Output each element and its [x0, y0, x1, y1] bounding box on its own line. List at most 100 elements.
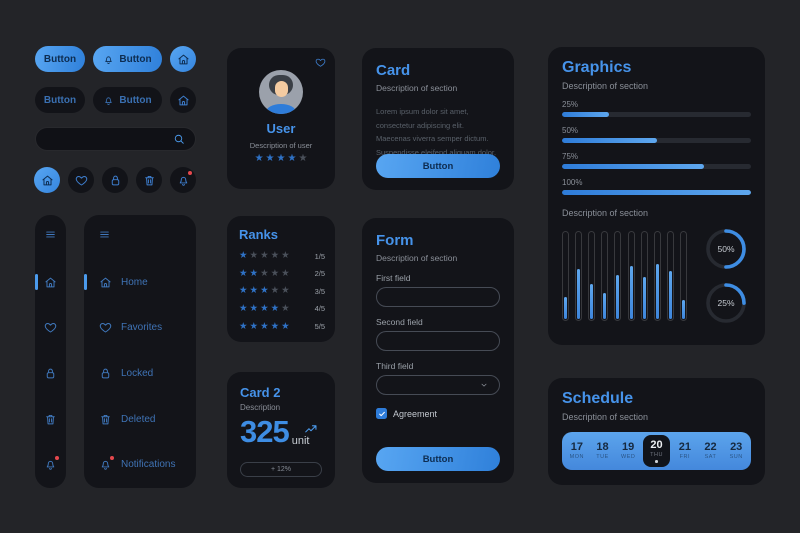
progress-group: 25%	[562, 100, 751, 117]
star-icon[interactable]: ★	[260, 303, 269, 315]
day-cell-18[interactable]: 18 TUE	[590, 432, 616, 470]
star-icon[interactable]: ★	[281, 250, 290, 262]
progress-track	[562, 164, 751, 169]
heart-icon	[44, 321, 57, 334]
sidebar-item-locked[interactable]: Locked	[84, 363, 196, 383]
sidebar-item-notifications[interactable]: Notifications	[84, 455, 196, 475]
star-icon[interactable]: ★	[270, 303, 280, 315]
day-name: SAT	[704, 453, 717, 460]
search-icon[interactable]	[173, 133, 185, 145]
star-icon[interactable]: ★	[298, 153, 308, 164]
rank-row: ★ ★ ★ ★ ★ 1/5	[239, 250, 325, 262]
star-icon[interactable]: ★	[270, 285, 280, 297]
star-icon[interactable]: ★	[265, 153, 275, 164]
star-icon[interactable]: ★	[270, 267, 280, 279]
secondary-home-button[interactable]	[170, 87, 196, 113]
day-number: 17	[570, 440, 583, 453]
icon-button-trash[interactable]	[136, 167, 162, 193]
favorite-heart-icon[interactable]	[315, 57, 326, 68]
star-icon[interactable]: ★	[249, 285, 259, 297]
menu-icon[interactable]	[98, 228, 111, 241]
primary-home-button[interactable]	[170, 46, 196, 72]
menu-icon[interactable]	[44, 228, 57, 241]
star-icon[interactable]: ★	[287, 153, 297, 164]
star-icon[interactable]: ★	[260, 285, 269, 297]
avatar-shirt	[266, 104, 296, 114]
sidebar-icon-deleted[interactable]	[35, 409, 66, 429]
star-icon[interactable]: ★	[249, 267, 259, 279]
content-card-button[interactable]: Button	[376, 154, 500, 178]
star-icon[interactable]: ★	[249, 303, 259, 315]
sidebar-item-home[interactable]: Home	[84, 272, 196, 292]
day-number: 21	[678, 440, 691, 453]
chart-bar-track	[601, 231, 609, 321]
sidebar-item-label: Locked	[121, 367, 154, 379]
sidebar-icon-home[interactable]	[35, 272, 66, 292]
bell-icon	[103, 95, 114, 106]
rank-label: 2/5	[314, 269, 325, 279]
star-icon[interactable]: ★	[260, 250, 269, 262]
secondary-icon-button[interactable]: Button	[93, 87, 162, 113]
chart-bar-fill	[577, 268, 581, 319]
secondary-button[interactable]: Button	[35, 87, 85, 113]
star-icon[interactable]: ★	[260, 267, 269, 279]
day-cell-22[interactable]: 22 SAT	[698, 432, 724, 470]
star-icon[interactable]: ★	[239, 285, 248, 297]
form-field-third: Third field	[376, 361, 500, 395]
agreement-checkbox[interactable]	[376, 408, 387, 419]
star-icon[interactable]: ★	[270, 250, 280, 262]
star-icon[interactable]: ★	[270, 320, 280, 332]
stat-change-badge[interactable]: + 12%	[240, 462, 322, 477]
star-icon[interactable]: ★	[239, 250, 248, 262]
chart-bar-track	[627, 231, 635, 321]
day-cell-23[interactable]: 23 SUN	[723, 432, 749, 470]
star-icon[interactable]: ★	[249, 250, 259, 262]
star-icon[interactable]: ★	[239, 267, 248, 279]
day-cell-21[interactable]: 21 FRI	[672, 432, 698, 470]
icon-button-home[interactable]	[34, 167, 60, 193]
progress-fill	[562, 112, 610, 117]
chart-bar-track	[588, 231, 596, 321]
agreement-row[interactable]: Agreement	[376, 408, 500, 419]
star-icon[interactable]: ★	[281, 267, 290, 279]
sidebar-icon-favorites[interactable]	[35, 318, 66, 338]
icon-button-heart[interactable]	[68, 167, 94, 193]
star-icon[interactable]: ★	[254, 153, 264, 164]
star-icon[interactable]: ★	[281, 303, 290, 315]
chart-section-label: Description of section	[562, 208, 649, 218]
search-input[interactable]	[46, 133, 173, 145]
sidebar-item-favorites[interactable]: Favorites	[84, 318, 196, 338]
day-cell-20[interactable]: 20 THU	[643, 435, 671, 467]
day-cell-19[interactable]: 19 WED	[615, 432, 641, 470]
chart-bar-track	[666, 231, 674, 321]
sidebar-item-deleted[interactable]: Deleted	[84, 409, 196, 429]
day-number: 19	[622, 440, 635, 453]
notification-dot	[55, 456, 59, 461]
sidebar-expanded: Home Favorites Locked Deleted Notificati…	[84, 215, 196, 488]
second-field-input[interactable]	[387, 336, 489, 346]
star-icon[interactable]: ★	[260, 320, 269, 332]
day-name: THU	[650, 451, 663, 458]
primary-icon-button[interactable]: Button	[93, 46, 162, 72]
day-strip: 17 MON 18 TUE 19 WED 20 THU 21 FRI 22 SA…	[562, 432, 751, 470]
star-icon[interactable]: ★	[281, 285, 290, 297]
sidebar-compact	[35, 215, 66, 488]
primary-button[interactable]: Button	[35, 46, 85, 72]
star-icon[interactable]: ★	[276, 153, 286, 164]
star-icon[interactable]: ★	[281, 320, 290, 332]
sidebar-item-label: Favorites	[121, 322, 163, 334]
star-icon[interactable]: ★	[239, 303, 248, 315]
first-field-input[interactable]	[387, 292, 489, 302]
third-field-select[interactable]	[376, 375, 500, 395]
star-icon[interactable]: ★	[239, 320, 248, 332]
star-icon[interactable]: ★	[249, 320, 259, 332]
icon-button-lock[interactable]	[102, 167, 128, 193]
radial-gauge: 25%	[703, 280, 749, 326]
day-cell-17[interactable]: 17 MON	[564, 432, 590, 470]
icon-button-bell[interactable]	[170, 167, 196, 193]
sidebar-icon-notifications[interactable]	[35, 455, 66, 475]
form-description: Description of section	[376, 253, 458, 263]
sidebar-icon-locked[interactable]	[35, 363, 66, 383]
form-submit-button[interactable]: Button	[376, 447, 500, 471]
